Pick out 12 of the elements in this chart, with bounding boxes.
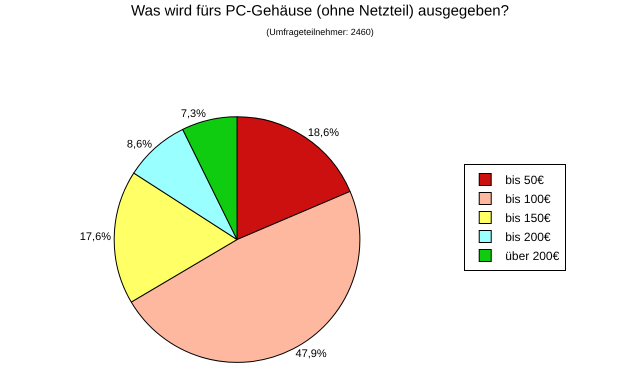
chart-title: Was wird fürs PC-Gehäuse (ohne Netzteil) ausgegeben? <box>131 2 509 20</box>
legend-label: bis 100€ <box>505 192 551 206</box>
legend-label: bis 50€ <box>505 173 544 188</box>
legend-label: bis 150€ <box>505 211 551 226</box>
data-label: 18,6% <box>308 126 340 139</box>
chart-subtitle: (Umfrageteilnehmer: 2460) <box>266 26 374 37</box>
data-label: 17,6% <box>80 231 112 244</box>
data-label: 47,9% <box>295 348 327 360</box>
data-label: 8,6% <box>126 138 152 151</box>
legend-label: bis 200€ <box>505 230 551 244</box>
legend-label: über 200€ <box>505 249 560 264</box>
data-label: 7,3% <box>180 108 206 120</box>
